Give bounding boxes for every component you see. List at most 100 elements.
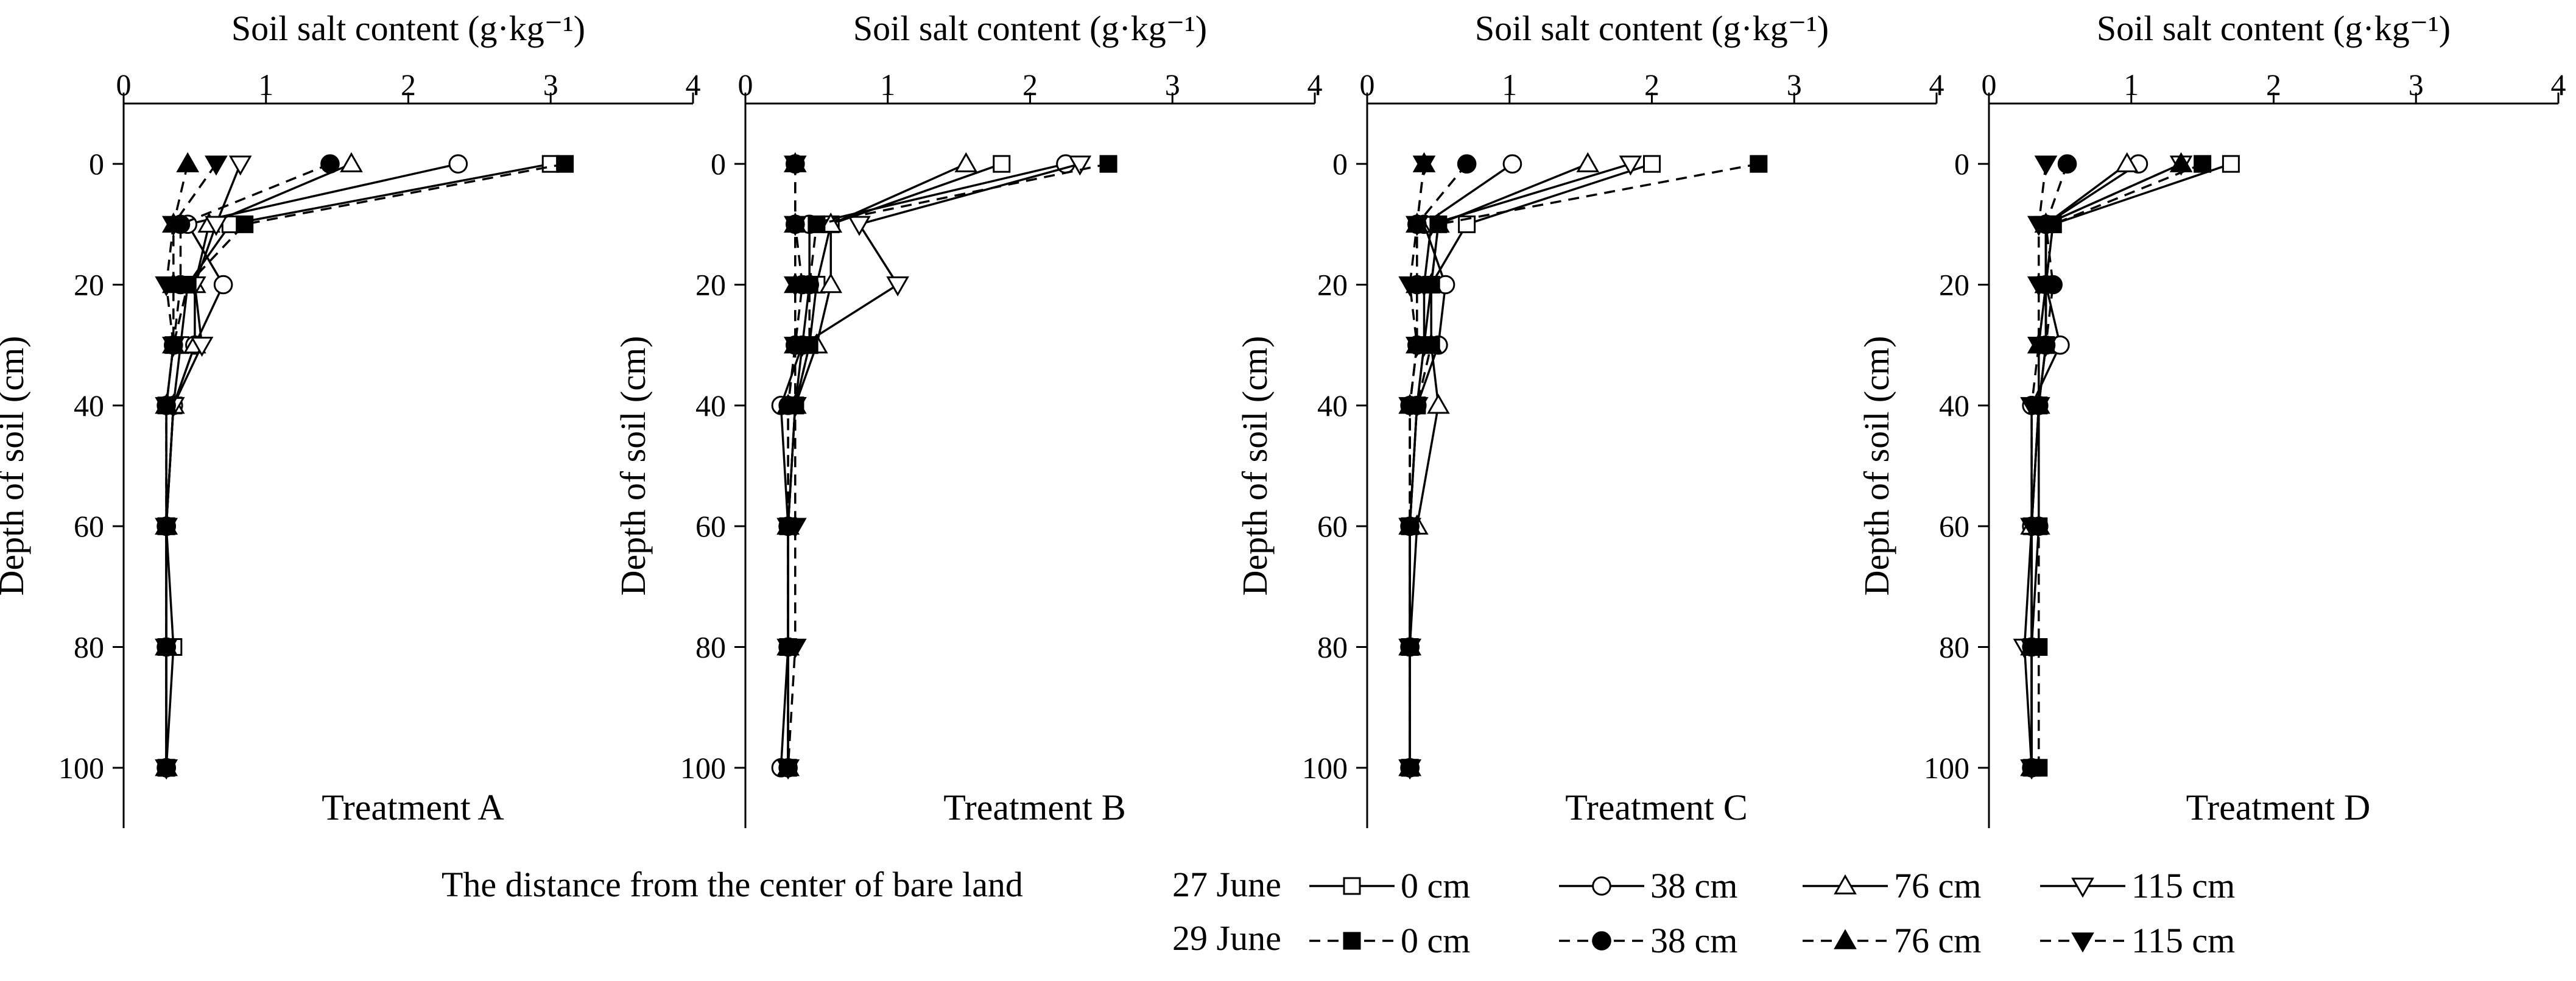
series-line [165, 163, 352, 768]
legend-date-27-june: 27 June [1172, 865, 1281, 904]
y-tick-label: 0 [89, 147, 104, 181]
data-point [155, 518, 178, 538]
series-27-june-115-cm [2013, 155, 2193, 780]
legend-marker [1834, 929, 1857, 949]
x-tick-label: 0 [116, 68, 132, 102]
x-tick-label: 1 [2124, 68, 2139, 102]
legend-entry-29-june-115-cm: 115 cm [2040, 921, 2235, 960]
data-point [783, 518, 807, 538]
x-tick-label: 0 [1360, 68, 1375, 102]
data-point [1750, 155, 1768, 173]
data-point [176, 152, 200, 172]
series-line [787, 163, 967, 768]
data-point [1619, 155, 1642, 176]
legend-entry-29-june-38-cm: 38 cm [1559, 921, 1737, 960]
series-line [1409, 163, 1426, 768]
panel-title: Treatment C [1565, 787, 1747, 828]
y-axis-title: Depth of soil (cm) [1235, 336, 1275, 596]
data-point [776, 759, 800, 780]
panel-title: Treatment B [943, 787, 1125, 828]
series-line [2030, 163, 2139, 768]
y-tick-label: 40 [695, 389, 726, 423]
x-tick-label: 4 [1307, 68, 1323, 102]
series-27-june-0-cm [1401, 155, 1661, 777]
series-line [1409, 163, 1631, 768]
data-point [2222, 155, 2240, 173]
panel-title: Treatment A [322, 787, 504, 828]
x-tick-label: 2 [2266, 68, 2281, 102]
data-point [1427, 393, 1450, 414]
data-point [1068, 155, 1092, 176]
series-29-june-38-cm [157, 154, 340, 778]
x-tick-label: 4 [686, 68, 701, 102]
x-tick-label: 2 [1644, 68, 1659, 102]
legend-marker [1592, 876, 1611, 896]
data-point [213, 275, 233, 295]
series-line [165, 163, 242, 768]
series-line [1409, 163, 1588, 768]
y-tick-label: 100 [1924, 751, 1969, 785]
data-point [783, 336, 807, 357]
panel-title: Treatment D [2186, 787, 2371, 828]
series-27-june-0-cm [157, 155, 560, 777]
data-point [1643, 155, 1661, 173]
data-point [205, 155, 228, 176]
y-tick-label: 100 [1302, 751, 1348, 785]
data-point [556, 155, 574, 173]
data-point [783, 216, 807, 236]
legend-marker [1592, 931, 1611, 951]
x-tick-label: 3 [1787, 68, 1802, 102]
legend-label: 115 cm [2131, 866, 2235, 905]
data-point [993, 155, 1011, 173]
data-point [1412, 155, 1436, 176]
y-tick-label: 0 [1332, 147, 1348, 181]
y-tick-label: 100 [58, 751, 104, 785]
data-point [205, 216, 228, 236]
series-line [1409, 163, 1426, 768]
legend-label: 0 cm [1401, 921, 1470, 960]
y-tick-label: 20 [74, 268, 104, 302]
data-point [155, 397, 178, 418]
y-tick-label: 80 [695, 630, 726, 664]
series-29-june-76-cm [2020, 152, 2193, 776]
series-line [2030, 163, 2069, 768]
x-tick-label: 0 [738, 68, 753, 102]
x-tick-label: 1 [1502, 68, 1517, 102]
data-point [783, 155, 807, 176]
y-tick-label: 60 [695, 509, 726, 543]
data-point [155, 276, 178, 297]
data-point [320, 154, 340, 174]
legend-marker [2071, 932, 2094, 953]
legend-marker [2071, 877, 2094, 898]
series-27-june-76-cm [1398, 152, 1600, 776]
series-line [2023, 163, 2182, 768]
data-point [2115, 152, 2139, 172]
y-tick-label: 20 [1317, 268, 1348, 302]
data-point [1405, 216, 1429, 236]
data-point [1502, 154, 1522, 174]
series-line [1409, 163, 1759, 768]
data-point [2169, 152, 2193, 172]
legend-marker [1834, 874, 1857, 895]
data-point [2194, 155, 2212, 173]
series-29-june-115-cm [1398, 155, 1436, 780]
legend-marker [1343, 877, 1361, 895]
data-point [954, 152, 978, 172]
data-point [2027, 216, 2050, 236]
y-tick-label: 60 [74, 509, 104, 543]
y-axis-title: Depth of soil (cm) [613, 336, 653, 596]
data-point [2020, 759, 2043, 780]
data-point [161, 216, 185, 236]
legend-caption: The distance from the center of bare lan… [442, 865, 1023, 904]
x-tick-label: 1 [258, 68, 273, 102]
series-line [2030, 163, 2182, 768]
data-point [340, 152, 363, 172]
y-tick-label: 0 [711, 147, 726, 181]
data-point [819, 273, 843, 294]
series-27-june-38-cm [2022, 154, 2148, 778]
x-tick-label: 2 [1022, 68, 1038, 102]
legend-entry-29-june-0-cm: 0 cm [1309, 921, 1470, 960]
series-27-june-0-cm [2022, 155, 2240, 777]
